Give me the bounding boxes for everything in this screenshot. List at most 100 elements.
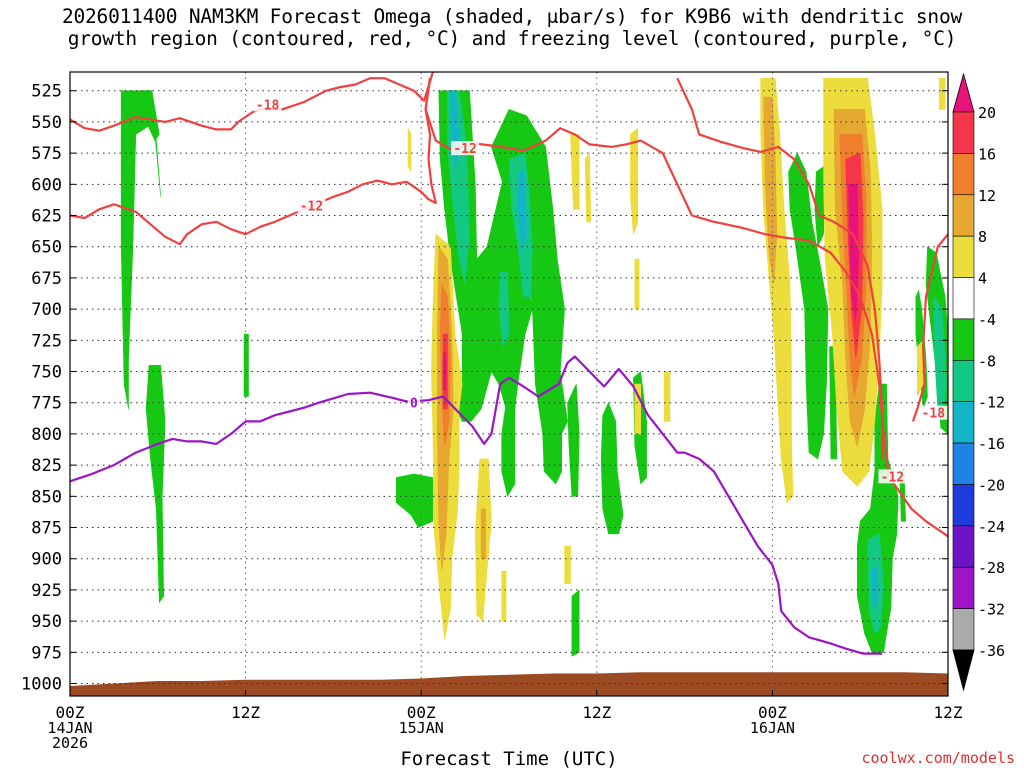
x-tick-label: 00Z bbox=[407, 703, 436, 722]
omega-region bbox=[517, 171, 527, 254]
omega-region bbox=[663, 371, 671, 422]
x-tick-label: 00Z bbox=[56, 703, 85, 722]
omega-region bbox=[916, 339, 924, 397]
colorbar-bin bbox=[952, 153, 975, 196]
y-tick-label: 750 bbox=[31, 363, 62, 383]
x-tick-label: 12Z bbox=[934, 703, 963, 722]
colorbar: 20 16 12 8 4 -4 -8 -12 -16 -20 -24 -28 -32 -36 bbox=[952, 72, 1005, 692]
colorbar-bin bbox=[952, 608, 975, 651]
y-tick-label: 950 bbox=[31, 612, 62, 632]
y-tick-label: 725 bbox=[31, 331, 62, 351]
colorbar-label: -12 bbox=[978, 394, 1005, 412]
chart-title-line-2: growth region (contoured, red, °C) and f… bbox=[67, 27, 957, 50]
colorbar-label: -24 bbox=[978, 518, 1005, 536]
contour-line bbox=[911, 233, 948, 422]
contour-label: -18 bbox=[256, 98, 280, 113]
colorbar-bin bbox=[952, 194, 975, 237]
omega-region bbox=[763, 96, 778, 285]
credit-link[interactable]: coolwx.com/models bbox=[861, 749, 1015, 767]
omega-region bbox=[600, 401, 624, 535]
x-tick-label: 00Z bbox=[758, 703, 787, 722]
colorbar-label: -4 bbox=[978, 311, 996, 329]
colorbar-bin bbox=[952, 318, 975, 361]
omega-region bbox=[584, 152, 592, 223]
colorbar-bin bbox=[952, 525, 975, 568]
y-axis: 525 550 575 600 625 650 675 700 725 750 775 800 825 8… bbox=[21, 82, 948, 695]
omega-region bbox=[243, 333, 249, 397]
omega-region bbox=[938, 77, 946, 110]
y-tick-label: 800 bbox=[31, 425, 62, 445]
y-tick-label: 675 bbox=[31, 269, 62, 289]
contour-line bbox=[424, 78, 948, 538]
y-tick-label: 925 bbox=[31, 581, 62, 601]
contour-label: 0 bbox=[410, 397, 418, 412]
colorbar-label: -28 bbox=[978, 559, 1005, 577]
colorbar-bin bbox=[952, 484, 975, 527]
x-tick-label: 12Z bbox=[231, 703, 260, 722]
contour-labels: -18 -12 -12 -18 -12 0 bbox=[253, 97, 948, 485]
colorbar-label: 8 bbox=[978, 228, 987, 246]
plot-frame bbox=[69, 71, 949, 697]
y-tick-label: 900 bbox=[31, 550, 62, 570]
y-tick-label: 850 bbox=[31, 487, 62, 507]
omega-region bbox=[480, 508, 486, 560]
contour-label: -12 bbox=[300, 200, 323, 215]
omega-region bbox=[407, 128, 412, 172]
surface-fill bbox=[70, 672, 948, 696]
temperature-contours bbox=[70, 72, 948, 655]
colorbar-label: -20 bbox=[978, 476, 1005, 494]
y-tick-label: 875 bbox=[31, 519, 62, 539]
omega-region bbox=[570, 134, 580, 210]
y-tick-label: 700 bbox=[31, 300, 62, 320]
omega-region bbox=[498, 271, 510, 348]
contour-label-bg bbox=[451, 141, 480, 156]
colorbar-label: 16 bbox=[978, 145, 996, 163]
contour-label: -12 bbox=[881, 470, 904, 485]
chart-title-line-1: 2026011400 NAM3KM Forecast Omega (shaded… bbox=[61, 5, 963, 28]
x-tick-label: 15JAN bbox=[399, 719, 444, 737]
contour-label-bg bbox=[878, 469, 907, 484]
y-tick-label: 525 bbox=[31, 82, 62, 102]
omega-region bbox=[634, 258, 640, 310]
colorbar-label: -16 bbox=[978, 435, 1005, 453]
y-tick-label: 825 bbox=[31, 456, 62, 476]
colorbar-label: 12 bbox=[978, 187, 996, 205]
colorbar-label: -36 bbox=[978, 642, 1005, 660]
x-tick-label: 2026 bbox=[52, 734, 88, 752]
grid-lines bbox=[70, 72, 948, 696]
omega-region bbox=[571, 589, 580, 657]
colorbar-bin bbox=[952, 277, 975, 320]
omega-region bbox=[567, 383, 580, 497]
x-tick-label: 12Z bbox=[582, 703, 611, 722]
colorbar-label: 20 bbox=[978, 104, 996, 122]
contour-label: -18 bbox=[922, 407, 946, 422]
omega-region bbox=[395, 473, 434, 528]
colorbar-cap-bottom bbox=[952, 649, 975, 692]
colorbar-bin bbox=[952, 401, 975, 444]
omega-region bbox=[142, 90, 160, 142]
y-tick-label: 975 bbox=[31, 643, 62, 663]
omega-shading bbox=[120, 77, 948, 657]
colorbar-bin bbox=[952, 111, 975, 154]
x-axis-label: Forecast Time (UTC) bbox=[400, 748, 617, 768]
y-tick-label: 650 bbox=[31, 238, 62, 258]
omega-region bbox=[145, 364, 166, 604]
colorbar-label: -8 bbox=[978, 352, 996, 370]
x-tick-label: 14JAN bbox=[47, 719, 92, 737]
contour-label-bg bbox=[919, 405, 948, 420]
colorbar-label: -32 bbox=[978, 601, 1005, 619]
contour-line bbox=[70, 355, 883, 655]
contour-line bbox=[70, 78, 437, 246]
colorbar-bin bbox=[952, 235, 975, 278]
colorbar-label: 4 bbox=[978, 270, 987, 288]
omega-region bbox=[501, 402, 516, 498]
surface-terrain bbox=[70, 672, 948, 696]
y-tick-label: 775 bbox=[31, 394, 62, 414]
contour-line bbox=[676, 77, 884, 459]
omega-region bbox=[856, 383, 899, 653]
colorbar-bin bbox=[952, 360, 975, 402]
y-tick-label: 625 bbox=[31, 207, 62, 227]
omega-region bbox=[871, 564, 879, 610]
